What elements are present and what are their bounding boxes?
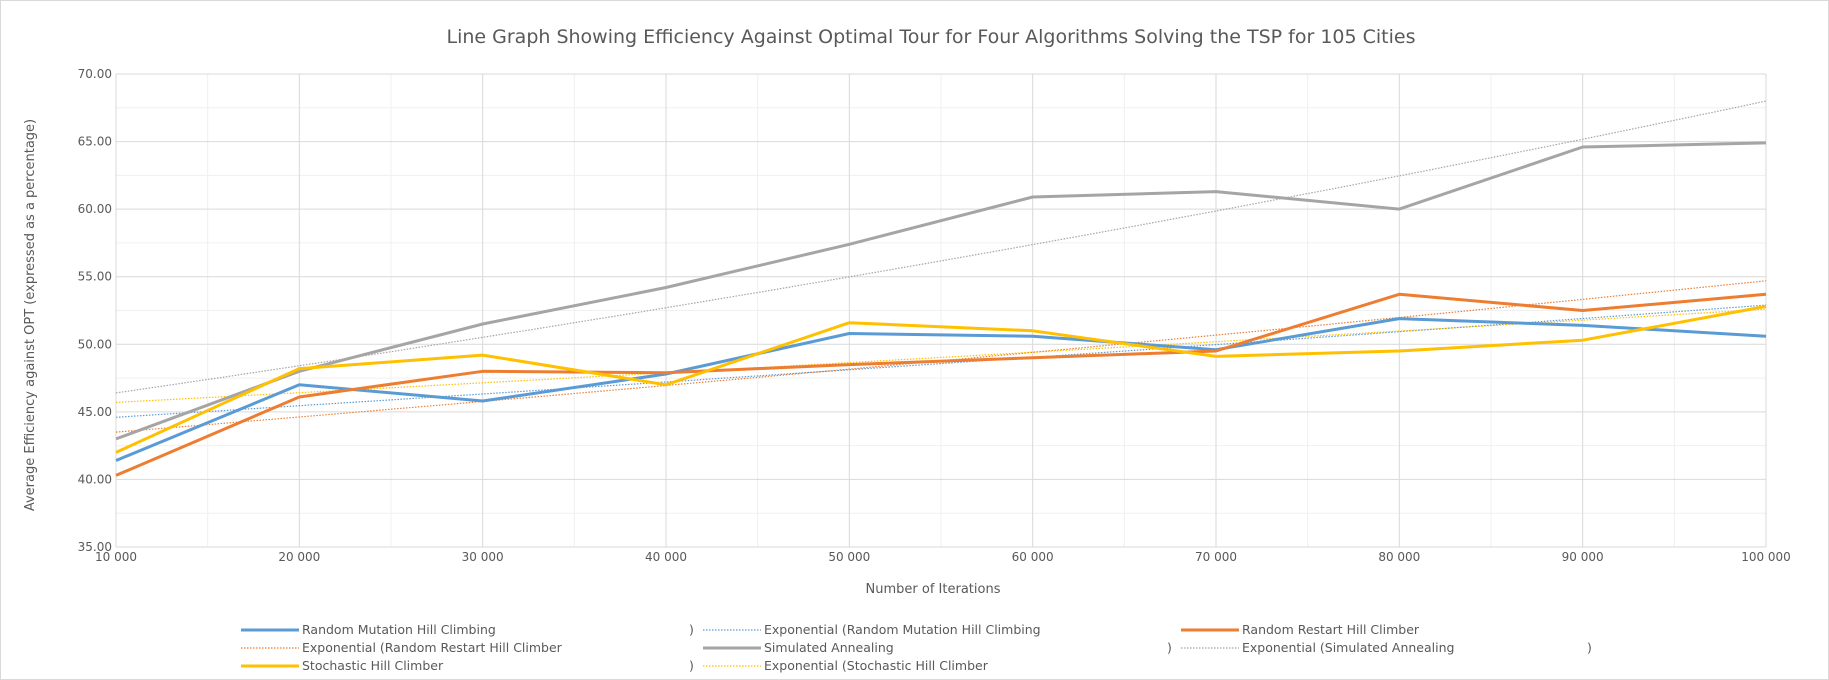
x-tick-label: 50 000 — [828, 550, 870, 564]
trendline-2 — [115, 100, 1767, 394]
minor-gridlines — [116, 74, 1766, 547]
legend: Random Mutation Hill Climbing Exponential… — [241, 622, 1592, 673]
data-series — [115, 141, 1767, 477]
x-tick-label: 70 000 — [1195, 550, 1237, 564]
y-tick-label: 70.00 — [78, 67, 112, 81]
legend-label-closing: ) — [689, 658, 694, 673]
x-tick-label: 80 000 — [1378, 550, 1420, 564]
series-line-0 — [115, 317, 1767, 462]
legend-label: Simulated Annealing — [764, 640, 894, 655]
y-axis-ticks: 35.00 40.00 45.00 50.00 55.00 60.00 65.00 70.00 — [78, 67, 112, 554]
series-line-2 — [115, 141, 1767, 441]
y-axis-label: Average Efficiency against OPT (expresse… — [23, 119, 38, 511]
legend-label: Exponential (Simulated Annealing — [1242, 640, 1454, 655]
legend-label: Random Mutation Hill Climbing — [302, 622, 496, 637]
x-axis-ticks: 10 000 20 000 30 000 40 000 50 000 60 000 70 0… — [95, 550, 1791, 564]
x-tick-label: 90 000 — [1562, 550, 1604, 564]
x-tick-label: 60 000 — [1012, 550, 1054, 564]
legend-item: Exponential (Simulated Annealing) — [1181, 640, 1592, 655]
trendline-3 — [115, 308, 1767, 403]
x-tick-label: 20 000 — [278, 550, 320, 564]
legend-label-closing: ) — [689, 622, 694, 637]
y-tick-label: 50.00 — [78, 337, 112, 351]
chart-title: Line Graph Showing Efficiency Against Op… — [447, 26, 1416, 48]
legend-item: Simulated Annealing — [703, 640, 894, 655]
y-tick-label: 45.00 — [78, 405, 112, 419]
y-tick-label: 60.00 — [78, 202, 112, 216]
legend-item: Random Restart Hill Climber — [1181, 622, 1420, 637]
legend-item: Exponential (Random Restart Hill Climber… — [241, 640, 1172, 655]
y-tick-label: 40.00 — [78, 472, 112, 486]
x-tick-label: 100 000 — [1741, 550, 1791, 564]
legend-item: Stochastic Hill Climber — [241, 658, 444, 673]
y-tick-label: 65.00 — [78, 135, 112, 149]
x-tick-label: 10 000 — [95, 550, 137, 564]
legend-item: Random Mutation Hill Climbing — [241, 622, 496, 637]
y-tick-label: 35.00 — [78, 540, 112, 554]
legend-label: Exponential (Stochastic Hill Climber — [764, 658, 989, 673]
series-line-1 — [115, 292, 1767, 477]
legend-item: Exponential (Stochastic Hill Climber) — [689, 658, 989, 673]
x-tick-label: 30 000 — [462, 550, 504, 564]
legend-label: Exponential (Random Mutation Hill Climbi… — [764, 622, 1041, 637]
x-tick-label: 40 000 — [645, 550, 687, 564]
legend-label: Random Restart Hill Climber — [1242, 622, 1420, 637]
y-tick-label: 55.00 — [78, 270, 112, 284]
x-axis-label: Number of Iterations — [866, 582, 1001, 597]
legend-label: Stochastic Hill Climber — [302, 658, 444, 673]
series-line-3 — [115, 304, 1767, 454]
legend-item: Exponential (Random Mutation Hill Climbi… — [689, 622, 1041, 637]
legend-label-closing: ) — [1587, 640, 1592, 655]
legend-label-closing: ) — [1167, 640, 1172, 655]
major-gridlines — [115, 73, 1767, 548]
legend-label: Exponential (Random Restart Hill Climber — [302, 640, 563, 655]
